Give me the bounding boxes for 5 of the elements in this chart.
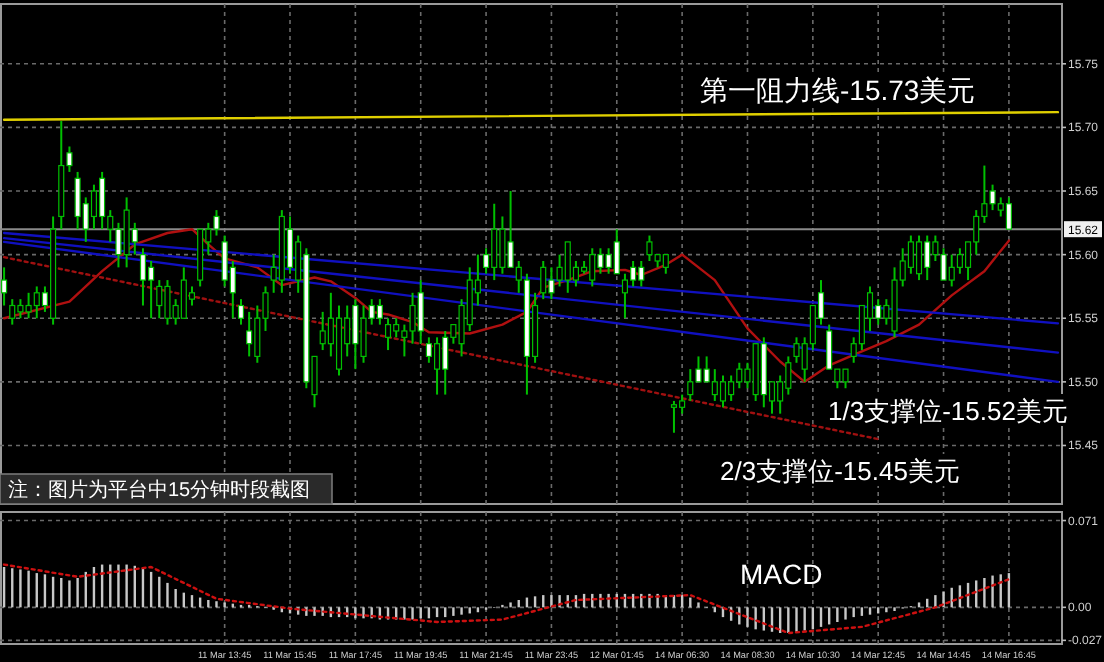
annotation: 2/3支撑位-15.45美元 — [720, 456, 960, 486]
annotation: 第一阻力线-15.73美元 — [700, 74, 976, 106]
annotation: 注：图片为平台中15分钟时段截图 — [8, 478, 311, 502]
annotation: 1/3支撑位-15.52美元 — [828, 396, 1068, 426]
text: MACD — [740, 558, 823, 590]
